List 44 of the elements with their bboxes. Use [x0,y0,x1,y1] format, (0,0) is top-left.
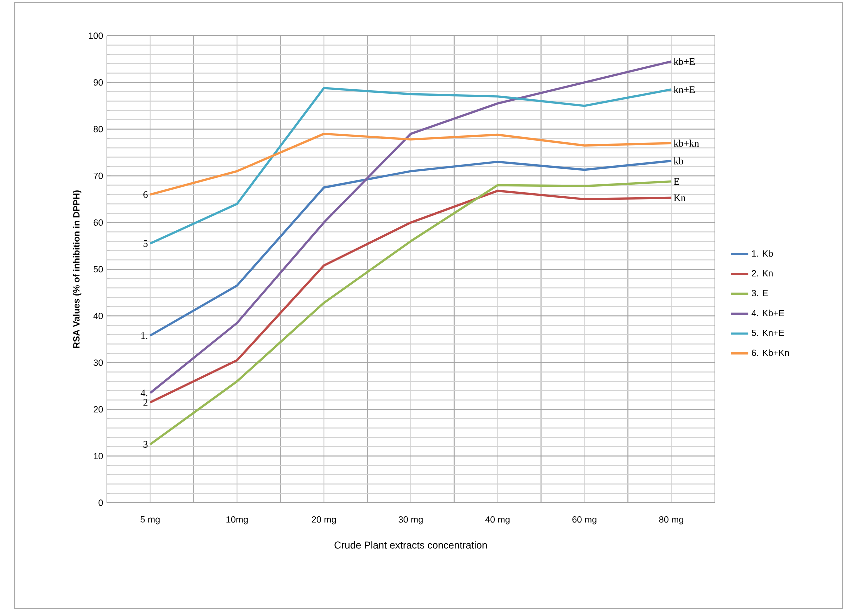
x-axis-title: Crude Plant extracts concentration [334,542,488,549]
line-series [149,87,673,245]
x-tick-label: 5 mg [140,516,160,525]
legend-label: 1. Kb [752,250,774,257]
line-series [149,160,673,337]
annotation: 5 [144,240,148,248]
line-series [149,132,673,196]
annotation: kn+E [674,86,696,94]
annotation: 3 [144,441,148,448]
line-series [149,60,673,394]
y-tick-label: 30 [94,360,104,366]
annotation: 2 [144,399,148,406]
annotation: 1. [142,332,148,340]
annotation: kb+kn [674,140,700,147]
x-tick-label: 30 mg [398,516,423,525]
x-tick-label: 80 mg [659,516,684,525]
annotation: kb [674,158,684,165]
legend-label: 6. Kb+Kn [752,350,790,356]
annotation: 6 [144,191,148,198]
annotation: Kn [674,194,686,202]
y-tick-label: 20 [94,406,104,413]
y-tick-label: 80 [94,126,104,133]
legend-label: 3. E [752,290,768,297]
y-tick-label: 100 [89,32,104,40]
line-series [149,190,673,404]
annotation: E [674,178,680,185]
line-series [149,180,673,446]
annotation: 4. [140,390,148,397]
y-tick-label: 60 [94,220,104,226]
y-axis-title: RSA Values (% of inhibition in DPPH) [73,190,82,348]
legend-label: 4. Kb+E [752,310,784,317]
y-tick-label: 70 [94,172,104,180]
x-tick-label: 60 mg [572,516,597,525]
x-tick-label: 10mg [226,516,248,525]
y-tick-label: 10 [94,453,104,460]
y-tick-label: 40 [94,312,104,320]
annotation: kb+E [674,58,696,66]
legend-label: 5. Kn+E [752,330,784,336]
x-tick-label: 20 mg [312,516,336,525]
x-tick-label: 40 mg [486,516,510,525]
y-tick-label: 90 [94,80,104,86]
y-tick-label: 0 [98,500,104,506]
legend-label: 2. Kn [752,270,773,277]
y-tick-label: 50 [94,266,104,273]
